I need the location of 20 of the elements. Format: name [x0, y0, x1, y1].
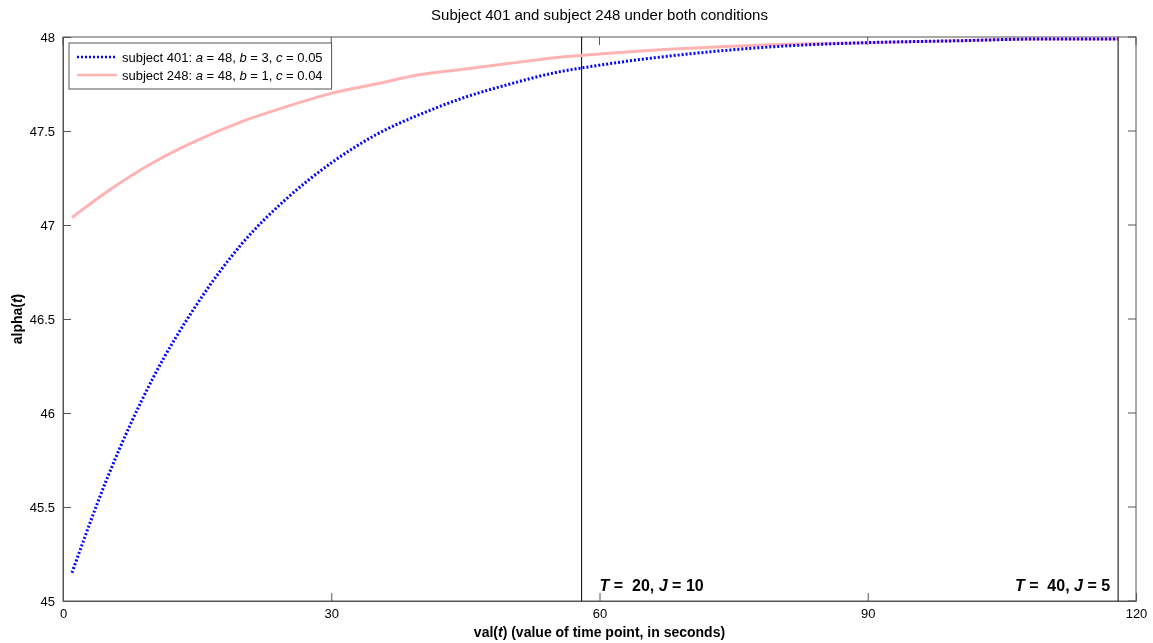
legend-label: subject 401: a = 48, b = 3, c = 0.05	[122, 49, 323, 65]
x-tick-label: 120	[1125, 606, 1148, 622]
y-tick-label: 46	[40, 405, 55, 421]
line-series	[70, 37, 1120, 575]
y-tick-label: 46.5	[29, 311, 55, 327]
chart-title: Subject 401 and subject 248 under both conditions	[431, 6, 768, 23]
annotation: T = 40, J = 5	[1014, 577, 1111, 594]
y-tick-label: 45	[40, 593, 55, 609]
x-tick-label: 30	[324, 606, 339, 622]
x-axis-title: val(t) (value of time point, in seconds)	[473, 624, 726, 640]
legend-label: subject 248: a = 48, b = 1, c = 0.04	[122, 67, 323, 83]
annotation: T = 20, J = 10	[599, 577, 704, 594]
y-axis-title: alpha(t)	[9, 293, 25, 345]
x-tick-label: 60	[592, 606, 608, 622]
y-tick-label: 47.5	[29, 123, 55, 139]
y-tick-label: 47	[40, 217, 55, 233]
x-tick-label: 90	[861, 606, 876, 622]
x-tick-label: 0	[59, 606, 68, 622]
y-tick-label: 48	[40, 29, 55, 45]
y-tick-label: 45.5	[29, 499, 55, 515]
